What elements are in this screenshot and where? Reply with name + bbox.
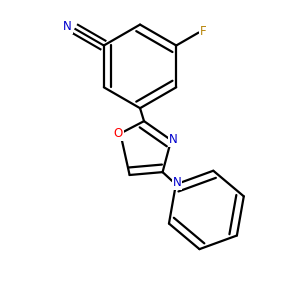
Text: O: O (114, 127, 123, 140)
Text: N: N (63, 20, 72, 33)
Text: F: F (200, 25, 207, 38)
Text: N: N (169, 133, 178, 146)
Text: N: N (172, 176, 181, 189)
